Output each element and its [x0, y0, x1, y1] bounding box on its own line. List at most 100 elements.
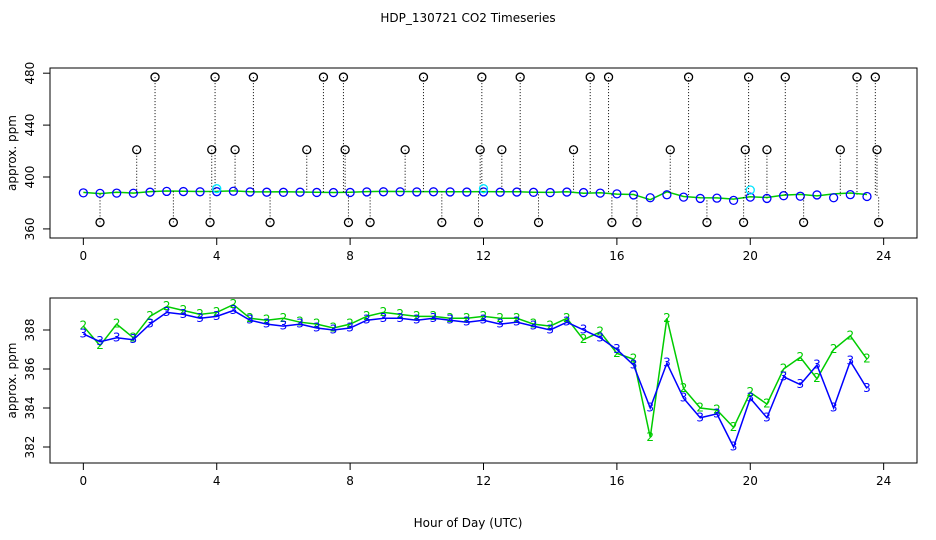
point-label: 2: [480, 309, 488, 323]
point-label: 3: [630, 358, 638, 372]
point-label: 3: [580, 322, 588, 336]
point: [477, 72, 487, 82]
x-tick-label: 16: [609, 249, 624, 263]
x-tick-label: 24: [876, 249, 891, 263]
point-label: 3: [846, 354, 854, 368]
point: [828, 193, 839, 203]
point: [683, 72, 694, 82]
point-label: 3: [463, 315, 471, 329]
x-axis-label: Hour of Day (UTC): [414, 516, 523, 530]
point-label: 3: [180, 307, 188, 321]
point: [568, 145, 579, 155]
point: [738, 217, 749, 228]
point: [740, 145, 750, 155]
x-tick-label: 4: [213, 249, 221, 263]
point: [207, 145, 217, 155]
point-label: 3: [246, 313, 254, 327]
point-label: 2: [496, 311, 504, 325]
point: [343, 217, 354, 228]
point-label: 3: [330, 322, 338, 336]
point-label: 3: [646, 401, 654, 415]
point: [678, 192, 689, 202]
x-tick-label: 12: [476, 249, 491, 263]
point: [205, 217, 215, 228]
point-label: 3: [346, 321, 354, 335]
point: [845, 190, 855, 200]
point: [745, 185, 755, 195]
point-label: 2: [846, 328, 854, 342]
point-label: 3: [313, 321, 321, 335]
y-axis-label: approx. ppm: [5, 343, 19, 419]
point-label: 2: [196, 307, 204, 321]
point-label: 2: [796, 350, 804, 364]
point-label: 3: [563, 315, 571, 329]
point-label: 2: [713, 402, 721, 416]
point: [112, 188, 122, 198]
point-label: 2: [213, 305, 221, 319]
point-label: 2: [230, 297, 238, 311]
point-label: 3: [513, 315, 521, 329]
point: [362, 187, 372, 197]
point: [612, 189, 622, 199]
point-label: 2: [146, 309, 154, 323]
point-label: 2: [680, 381, 688, 395]
point-label: 3: [780, 369, 788, 383]
point-label: 2: [763, 397, 771, 411]
point: [545, 187, 555, 198]
point-label: 3: [130, 332, 138, 346]
point: [78, 188, 88, 198]
plot-area: [78, 72, 884, 228]
point-label: 2: [280, 311, 288, 325]
point-label: 2: [780, 361, 788, 375]
point-label: 3: [230, 303, 238, 317]
point: [562, 187, 572, 197]
point-label: 2: [730, 420, 738, 434]
point-label: 2: [813, 371, 821, 385]
point-label: 3: [530, 319, 538, 333]
point: [195, 187, 205, 197]
point: [595, 188, 605, 198]
point-label: 2: [663, 311, 671, 325]
series-line: [82, 303, 868, 438]
point-label: 3: [80, 326, 88, 340]
point-label: 3: [496, 317, 504, 331]
point-label: 2: [246, 311, 254, 325]
point: [302, 145, 312, 155]
point: [340, 145, 350, 155]
point: [295, 187, 305, 197]
point: [248, 72, 259, 82]
point: [662, 190, 672, 200]
point-label: 2: [113, 317, 121, 331]
point-label: 3: [363, 313, 371, 327]
point-label: 2: [513, 311, 521, 325]
point: [162, 186, 172, 197]
point: [495, 187, 505, 197]
x-tick-label: 20: [743, 249, 758, 263]
point-label: 2: [630, 352, 638, 366]
point: [475, 145, 485, 155]
chart-title: HDP_130721 CO2 Timeseries: [380, 11, 555, 25]
point-label: 2: [380, 305, 388, 319]
point-label: 2: [363, 309, 371, 323]
point-label: 2: [163, 299, 171, 313]
x-tick-label: 24: [876, 474, 891, 488]
point-label: 3: [146, 317, 154, 331]
series-line: [83, 309, 868, 449]
point: [418, 72, 429, 82]
point-label: 3: [213, 309, 221, 323]
point-label: 3: [380, 311, 388, 325]
point: [338, 72, 349, 82]
point: [745, 192, 755, 202]
point: [835, 145, 845, 155]
point: [228, 186, 239, 196]
point: [462, 187, 472, 197]
point-label: 2: [263, 313, 271, 327]
point: [578, 187, 589, 198]
point: [585, 72, 595, 82]
point: [128, 188, 139, 198]
point: [95, 217, 105, 228]
point: [665, 145, 675, 155]
point: [437, 217, 447, 228]
point-label: 2: [413, 309, 421, 323]
